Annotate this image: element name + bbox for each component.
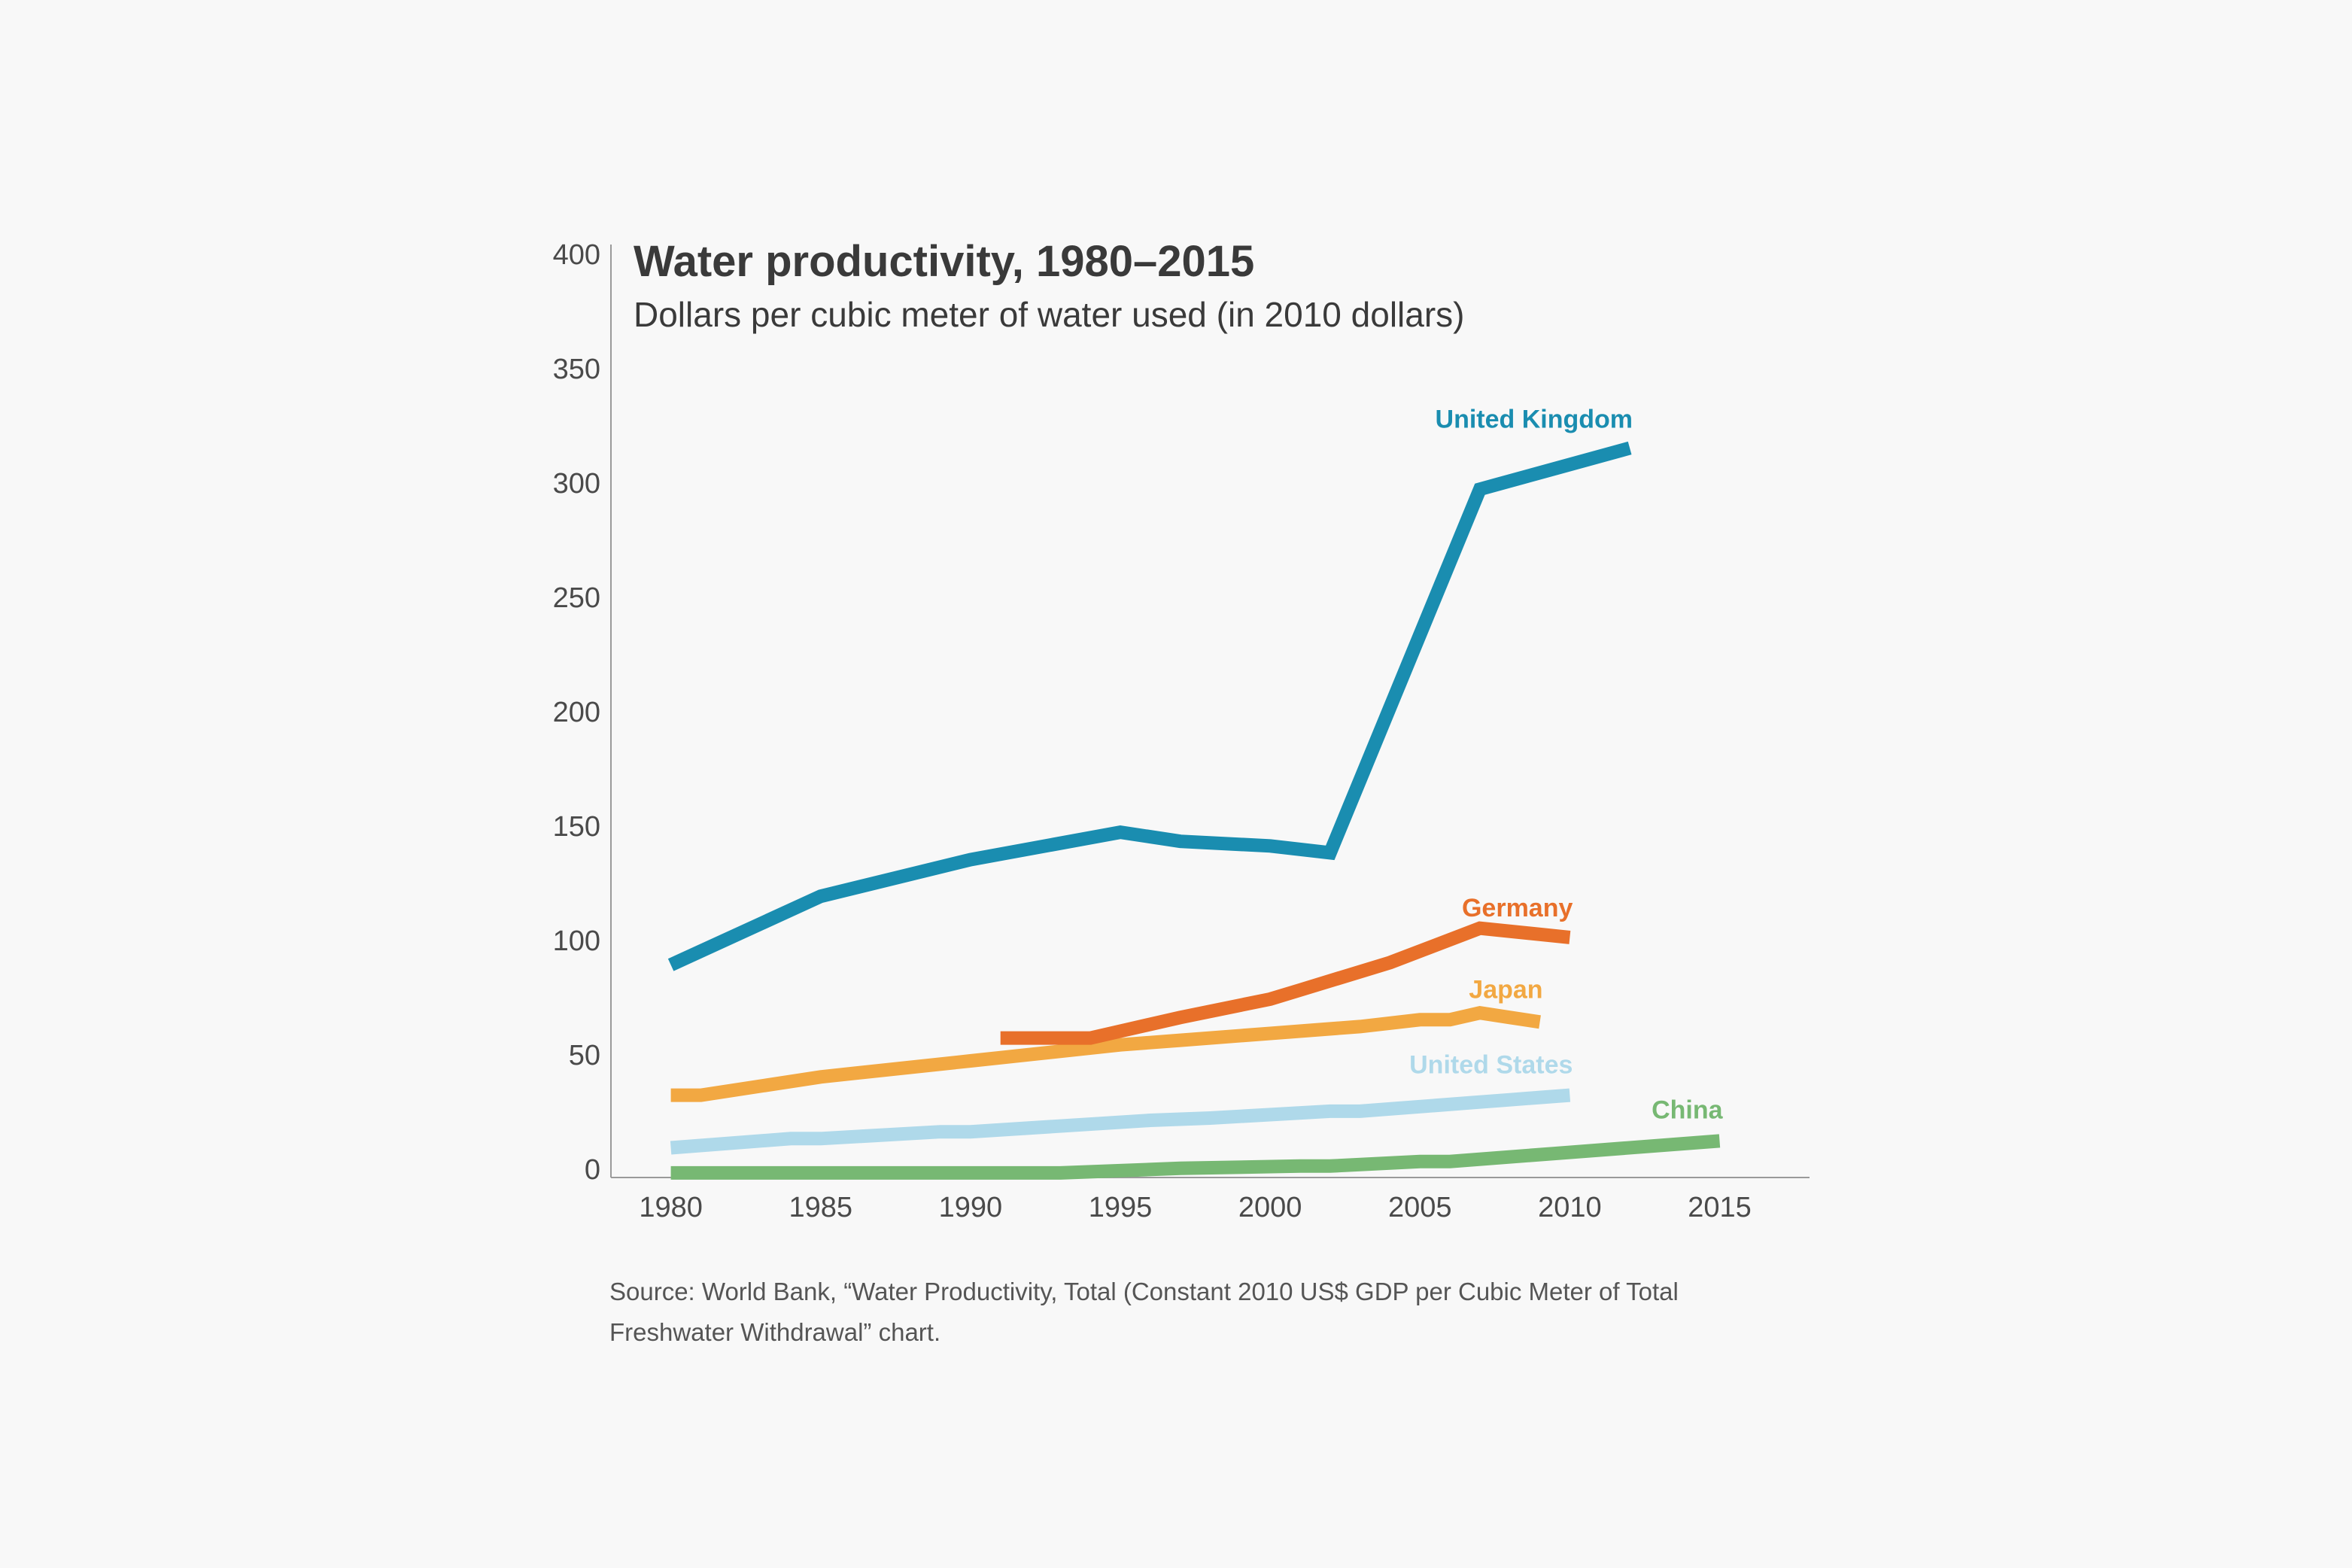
y-tick-label: 400	[553, 239, 600, 271]
series-line-united-states	[670, 1088, 1571, 1155]
series-line-china	[670, 1134, 1721, 1180]
y-tick-label: 200	[553, 697, 600, 728]
y-tick-label: 250	[553, 582, 600, 614]
x-tick-label: 1990	[939, 1192, 1003, 1223]
chart-subtitle: Dollars per cubic meter of water used (i…	[634, 295, 1465, 334]
x-tick-label: 2000	[1238, 1192, 1302, 1223]
series-label-united-kingdom: United Kingdom	[1436, 405, 1633, 433]
y-tick-label: 300	[553, 468, 600, 500]
x-tick-label: 2010	[1538, 1192, 1602, 1223]
y-tick-label: 100	[553, 925, 600, 957]
x-tick-label: 1980	[639, 1192, 703, 1223]
y-tick-labels: 0 50 100 150 200 250 300 350 400	[553, 239, 600, 1186]
x-tick-label: 2005	[1388, 1192, 1452, 1223]
y-tick-label: 350	[553, 354, 600, 385]
series-label-japan: Japan	[1469, 975, 1542, 1004]
series-label-china: China	[1652, 1095, 1724, 1124]
series-line-united-kingdom	[667, 441, 1632, 971]
x-tick-label: 1995	[1089, 1192, 1153, 1223]
chart-title: Water productivity, 1980–2015	[634, 237, 1254, 286]
y-tick-label: 50	[569, 1040, 600, 1071]
series-label-germany: Germany	[1462, 894, 1573, 922]
x-tick-label: 1985	[789, 1192, 853, 1223]
series-lines	[667, 441, 1721, 1180]
series-label-united-states: United States	[1409, 1051, 1573, 1080]
source-note: Source: World Bank, “Water Productivity,…	[609, 1278, 1679, 1346]
series-labels: United Kingdom Germany Japan United States C…	[1409, 405, 1723, 1124]
x-tick-label: 2015	[1688, 1192, 1752, 1223]
series-line-germany	[1000, 921, 1571, 1045]
x-tick-labels: 1980 1985 1990 1995 2000 2005 2010 2015	[639, 1192, 1751, 1223]
series-line-japan	[670, 1006, 1541, 1102]
y-tick-label: 150	[553, 811, 600, 843]
y-tick-label: 0	[585, 1154, 600, 1186]
